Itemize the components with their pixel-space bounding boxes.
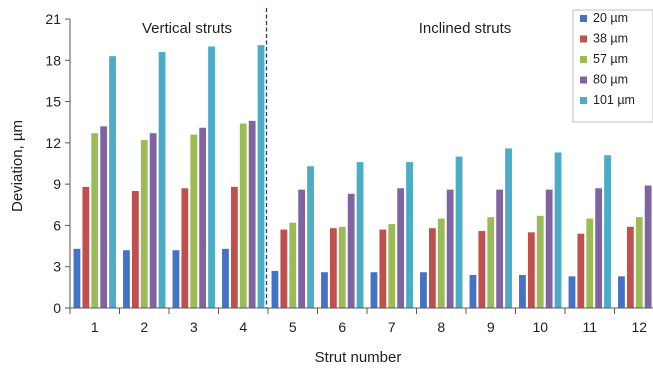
y-tick-label: 21 [45, 11, 61, 27]
x-tick-label-7: 7 [388, 319, 396, 335]
bar-38m-strut-12 [626, 226, 634, 308]
bar-80m-strut-6 [347, 193, 355, 308]
legend-label: 80 µm [593, 73, 628, 87]
bar-20m-strut-9 [469, 274, 477, 308]
vertical-struts-label: Vertical struts [142, 20, 232, 37]
bar-38m-strut-9 [478, 230, 486, 308]
bar-101m-strut-5 [307, 166, 314, 308]
legend: 20 µm 38 µm 57 µm 80 µm 101 µm [572, 9, 653, 123]
bar-20m-strut-3 [172, 250, 180, 308]
bar-80m-strut-4 [248, 120, 256, 308]
legend-label: 57 µm [593, 52, 628, 66]
x-tick-label-8: 8 [437, 319, 445, 335]
bar-20m-strut-1 [73, 248, 81, 308]
bar-80m-strut-1 [100, 126, 108, 308]
bar-57m-strut-4 [239, 123, 247, 308]
y-tick-label: 0 [53, 300, 61, 316]
inclined-struts-label: Inclined struts [419, 20, 512, 37]
bar-38m-strut-7 [379, 229, 387, 308]
bar-group [73, 45, 652, 309]
bar-20m-strut-10 [519, 274, 526, 308]
x-tick-label-4: 4 [239, 319, 247, 335]
bar-57m-strut-9 [487, 217, 495, 308]
bar-38m-strut-1 [82, 186, 90, 308]
bar-80m-strut-10 [545, 189, 553, 308]
bar-101m-strut-1 [109, 56, 116, 308]
bar-20m-strut-7 [370, 272, 378, 308]
bar-57m-strut-8 [437, 218, 445, 308]
bar-101m-strut-6 [356, 162, 364, 308]
x-tick-label-2: 2 [140, 319, 148, 335]
bar-38m-strut-5 [280, 229, 288, 308]
bar-57m-strut-2 [140, 140, 148, 308]
bar-57m-strut-7 [388, 224, 396, 308]
bar-38m-strut-3 [181, 188, 189, 308]
legend-label: 101 µm [593, 93, 635, 107]
bar-80m-strut-8 [446, 189, 454, 308]
bar-80m-strut-2 [149, 133, 157, 308]
bar-20m-strut-11 [568, 276, 576, 308]
bar-101m-strut-4 [257, 45, 265, 309]
bar-38m-strut-10 [527, 232, 535, 308]
bar-101m-strut-9 [505, 148, 512, 308]
x-tick-label-12: 12 [631, 319, 647, 335]
bar-80m-strut-12 [644, 185, 652, 308]
y-ticks: 0 3 6 9 12 15 18 21 [45, 11, 70, 316]
x-tick-label-11: 11 [582, 319, 597, 335]
x-tick-label-10: 10 [532, 319, 548, 335]
x-ticks: 1 2 3 4 5 6 7 8 9 10 11 12 [69, 308, 647, 335]
x-tick-label-5: 5 [289, 319, 297, 335]
bar-20m-strut-12 [618, 276, 625, 308]
legend-swatch-101m [580, 97, 587, 104]
y-axis-title: Deviation, µm [9, 120, 26, 212]
legend-swatch-57m [580, 56, 587, 63]
y-tick-label: 9 [53, 176, 61, 192]
bar-20m-strut-4 [222, 248, 229, 308]
bar-20m-strut-2 [123, 250, 130, 308]
bar-80m-strut-11 [595, 188, 603, 308]
bar-101m-strut-7 [406, 162, 413, 308]
bar-101m-strut-11 [604, 155, 611, 308]
bar-101m-strut-8 [455, 156, 463, 308]
legend-label: 38 µm [593, 32, 628, 46]
bar-57m-strut-12 [635, 217, 643, 308]
bar-57m-strut-5 [289, 222, 297, 308]
legend-swatch-80m [580, 76, 587, 84]
y-tick-label: 12 [45, 135, 61, 151]
bar-38m-strut-2 [131, 191, 139, 308]
x-tick-label-6: 6 [338, 319, 346, 335]
axes [69, 19, 653, 309]
bar-57m-strut-11 [586, 218, 594, 308]
bar-57m-strut-1 [91, 133, 99, 308]
y-tick-label: 3 [53, 259, 61, 275]
bar-57m-strut-3 [190, 134, 198, 308]
x-axis-title: Strut number [315, 349, 402, 366]
legend-swatch-20m [580, 15, 587, 22]
x-tick-label-3: 3 [190, 319, 198, 335]
y-tick-label: 6 [53, 217, 61, 233]
bar-20m-strut-8 [420, 272, 427, 308]
bar-20m-strut-5 [271, 270, 279, 308]
bar-38m-strut-6 [329, 228, 337, 308]
bar-80m-strut-5 [298, 189, 306, 308]
x-tick-label-1: 1 [91, 319, 99, 335]
bar-20m-strut-6 [321, 272, 328, 308]
bar-57m-strut-10 [536, 215, 544, 308]
bar-101m-strut-10 [554, 152, 562, 308]
bar-101m-strut-3 [208, 46, 215, 309]
bar-57m-strut-6 [338, 226, 346, 308]
y-tick-label: 15 [45, 94, 61, 110]
bar-80m-strut-9 [496, 189, 504, 308]
bar-38m-strut-4 [230, 186, 238, 308]
bar-80m-strut-7 [397, 188, 405, 308]
legend-swatch-38m [580, 35, 587, 43]
bar-101m-strut-2 [158, 52, 166, 308]
bar-38m-strut-11 [577, 233, 585, 308]
y-tick-label: 18 [45, 52, 61, 68]
bar-80m-strut-3 [199, 127, 207, 308]
x-tick-label-9: 9 [487, 319, 495, 335]
bar-38m-strut-8 [428, 228, 436, 308]
legend-label: 20 µm [593, 11, 628, 25]
